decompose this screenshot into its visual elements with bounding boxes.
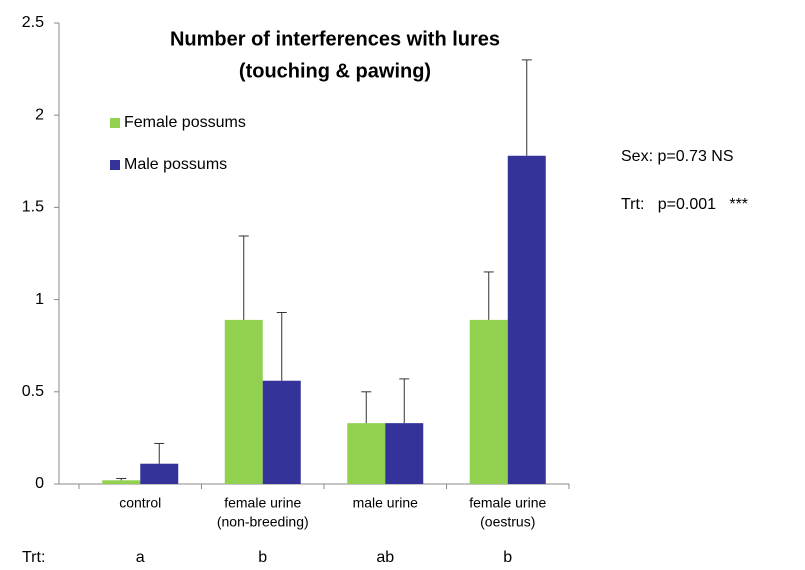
group-letter: b [258, 549, 267, 566]
bar [224, 319, 263, 484]
x-tick-label: male urine [353, 495, 419, 511]
bar [140, 463, 179, 484]
y-tick-label: 1 [35, 291, 44, 308]
bar [469, 319, 508, 484]
bar [507, 155, 546, 484]
group-label: Trt: [22, 549, 45, 566]
bar [102, 480, 141, 484]
legend-label: Male possums [124, 156, 227, 173]
x-tick-label: (non-breeding) [217, 514, 309, 530]
y-tick-label: 2 [35, 106, 44, 123]
chart-title: (touching & pawing) [239, 60, 431, 82]
x-tick-label: control [119, 495, 161, 511]
x-tick-label: (oestrus) [480, 514, 535, 530]
x-tick-label: female urine [469, 495, 546, 511]
chart-title: Number of interferences with lures [170, 28, 500, 50]
x-tick-label: female urine [224, 495, 301, 511]
legend-swatch [110, 160, 120, 170]
y-tick-label: 0 [35, 475, 44, 492]
y-tick-label: 0.5 [22, 383, 44, 400]
bar [385, 423, 424, 484]
annotation: Sex: p=0.73 NS [621, 148, 734, 165]
y-tick-label: 1.5 [22, 199, 44, 216]
group-letter: a [136, 549, 145, 566]
bar [347, 423, 386, 484]
annotation: Trt: p=0.001 *** [621, 196, 748, 213]
legend-swatch [110, 118, 120, 128]
group-letter: ab [376, 549, 394, 566]
bar [262, 380, 301, 484]
legend-label: Female possums [124, 114, 246, 131]
y-tick-label: 2.5 [22, 14, 44, 31]
group-letter: b [503, 549, 512, 566]
